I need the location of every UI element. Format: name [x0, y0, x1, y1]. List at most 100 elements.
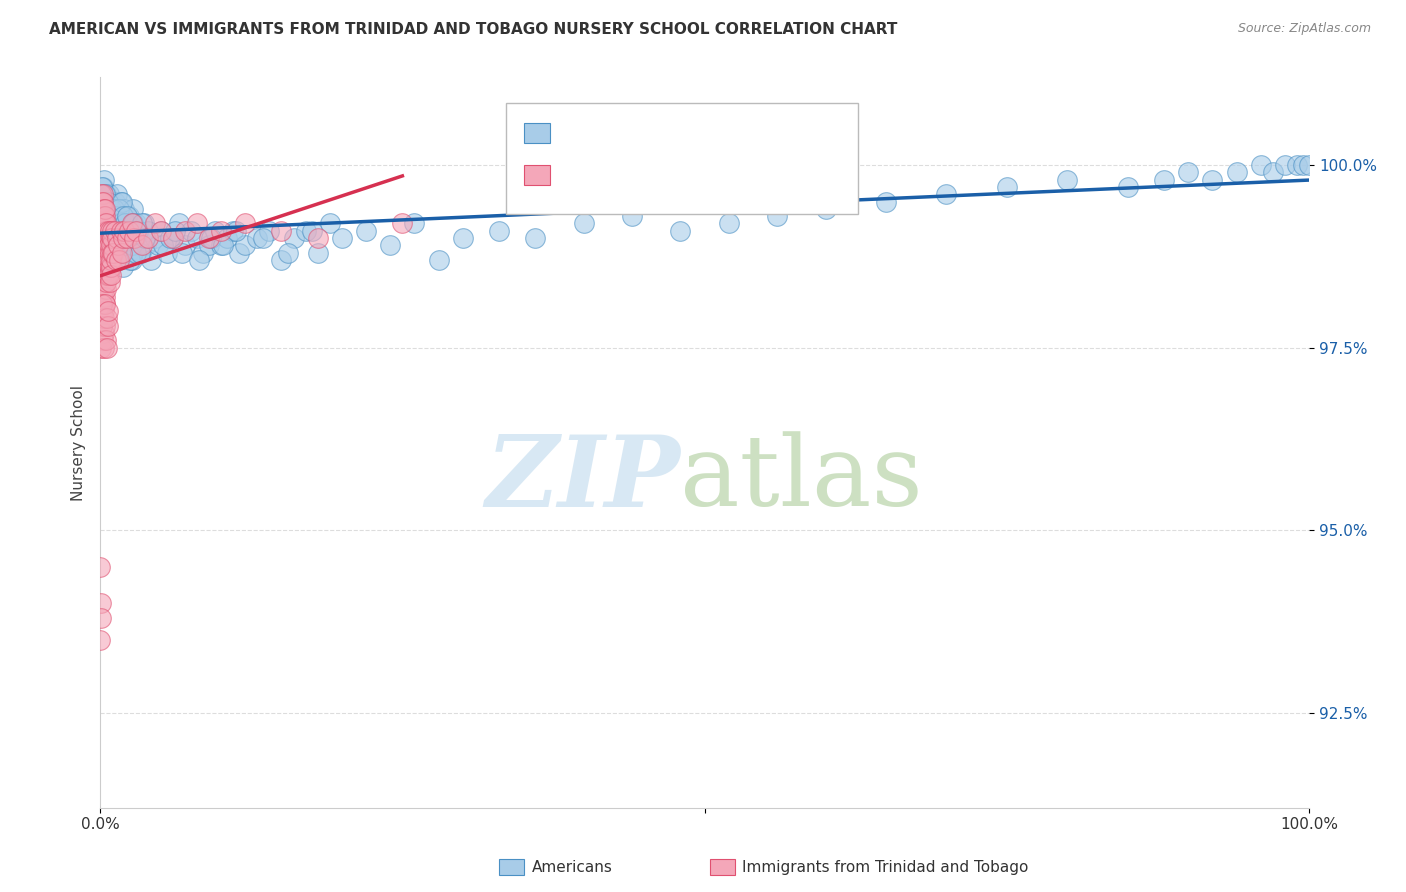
Point — [90, 268, 112, 282]
Point — [1298, 158, 1320, 172]
Point — [97, 260, 120, 275]
Point — [100, 202, 122, 216]
Point — [159, 231, 181, 245]
Point — [98, 238, 121, 252]
Point — [283, 231, 305, 245]
Point — [93, 231, 115, 245]
Point — [209, 238, 232, 252]
Point — [100, 231, 122, 245]
Point — [108, 209, 131, 223]
Point — [173, 238, 195, 252]
Point — [94, 238, 117, 252]
Point — [104, 224, 127, 238]
Point — [91, 318, 114, 333]
Point — [103, 202, 125, 216]
Point — [97, 252, 120, 267]
Point — [935, 187, 957, 202]
Point — [101, 209, 124, 223]
Point — [94, 217, 117, 231]
Point — [96, 231, 118, 245]
Point — [96, 231, 118, 245]
Point — [104, 194, 127, 209]
Point — [101, 224, 124, 238]
Point — [1274, 158, 1296, 172]
Point — [107, 238, 129, 252]
Point — [110, 231, 132, 245]
Point — [98, 217, 121, 231]
Point — [91, 180, 114, 194]
Point — [93, 217, 115, 231]
Point — [91, 180, 114, 194]
Point — [93, 231, 115, 245]
Point — [93, 224, 115, 238]
Point — [91, 194, 114, 209]
Point — [97, 194, 120, 209]
Point — [93, 260, 115, 275]
Point — [110, 224, 132, 238]
Point — [91, 311, 114, 326]
Point — [118, 209, 141, 223]
Point — [162, 231, 184, 245]
Point — [91, 289, 114, 303]
Point — [198, 231, 221, 245]
Point — [112, 260, 135, 275]
Point — [814, 202, 837, 216]
Point — [96, 341, 118, 355]
Point — [97, 224, 120, 238]
Text: AMERICAN VS IMMIGRANTS FROM TRINIDAD AND TOBAGO NURSERY SCHOOL CORRELATION CHART: AMERICAN VS IMMIGRANTS FROM TRINIDAD AND… — [49, 22, 897, 37]
Point — [319, 217, 342, 231]
Point — [96, 311, 118, 326]
Point — [91, 297, 114, 311]
Point — [100, 245, 122, 260]
Y-axis label: Nursery School: Nursery School — [72, 384, 86, 500]
Point — [100, 224, 122, 238]
Point — [112, 209, 135, 223]
Point — [124, 224, 146, 238]
Point — [94, 297, 117, 311]
Point — [488, 224, 510, 238]
Point — [97, 245, 120, 260]
Point — [101, 224, 124, 238]
Point — [94, 282, 117, 296]
Point — [94, 217, 117, 231]
Point — [108, 252, 131, 267]
Point — [111, 245, 134, 260]
Point — [91, 187, 114, 202]
Point — [186, 231, 208, 245]
Point — [107, 224, 129, 238]
Point — [93, 238, 115, 252]
Point — [129, 245, 152, 260]
Point — [90, 318, 112, 333]
Point — [191, 245, 214, 260]
Point — [132, 217, 155, 231]
Point — [91, 187, 114, 202]
Point — [105, 209, 128, 223]
Point — [198, 238, 221, 252]
Point — [100, 252, 122, 267]
Point — [98, 209, 121, 223]
Point — [98, 238, 121, 252]
Point — [209, 224, 232, 238]
Point — [225, 224, 247, 238]
Point — [96, 202, 118, 216]
Point — [112, 202, 135, 216]
Point — [152, 238, 174, 252]
Point — [111, 238, 134, 252]
Point — [108, 252, 131, 267]
Point — [101, 231, 124, 245]
Point — [89, 217, 111, 231]
Point — [98, 224, 121, 238]
Point — [101, 245, 124, 260]
Point — [97, 217, 120, 231]
Point — [91, 224, 114, 238]
Point — [103, 231, 125, 245]
Point — [91, 334, 114, 348]
Point — [90, 611, 112, 625]
Point — [103, 245, 125, 260]
Point — [104, 238, 127, 252]
Point — [93, 172, 115, 186]
Point — [94, 238, 117, 252]
Point — [93, 231, 115, 245]
Point — [294, 224, 316, 238]
Point — [108, 231, 131, 245]
